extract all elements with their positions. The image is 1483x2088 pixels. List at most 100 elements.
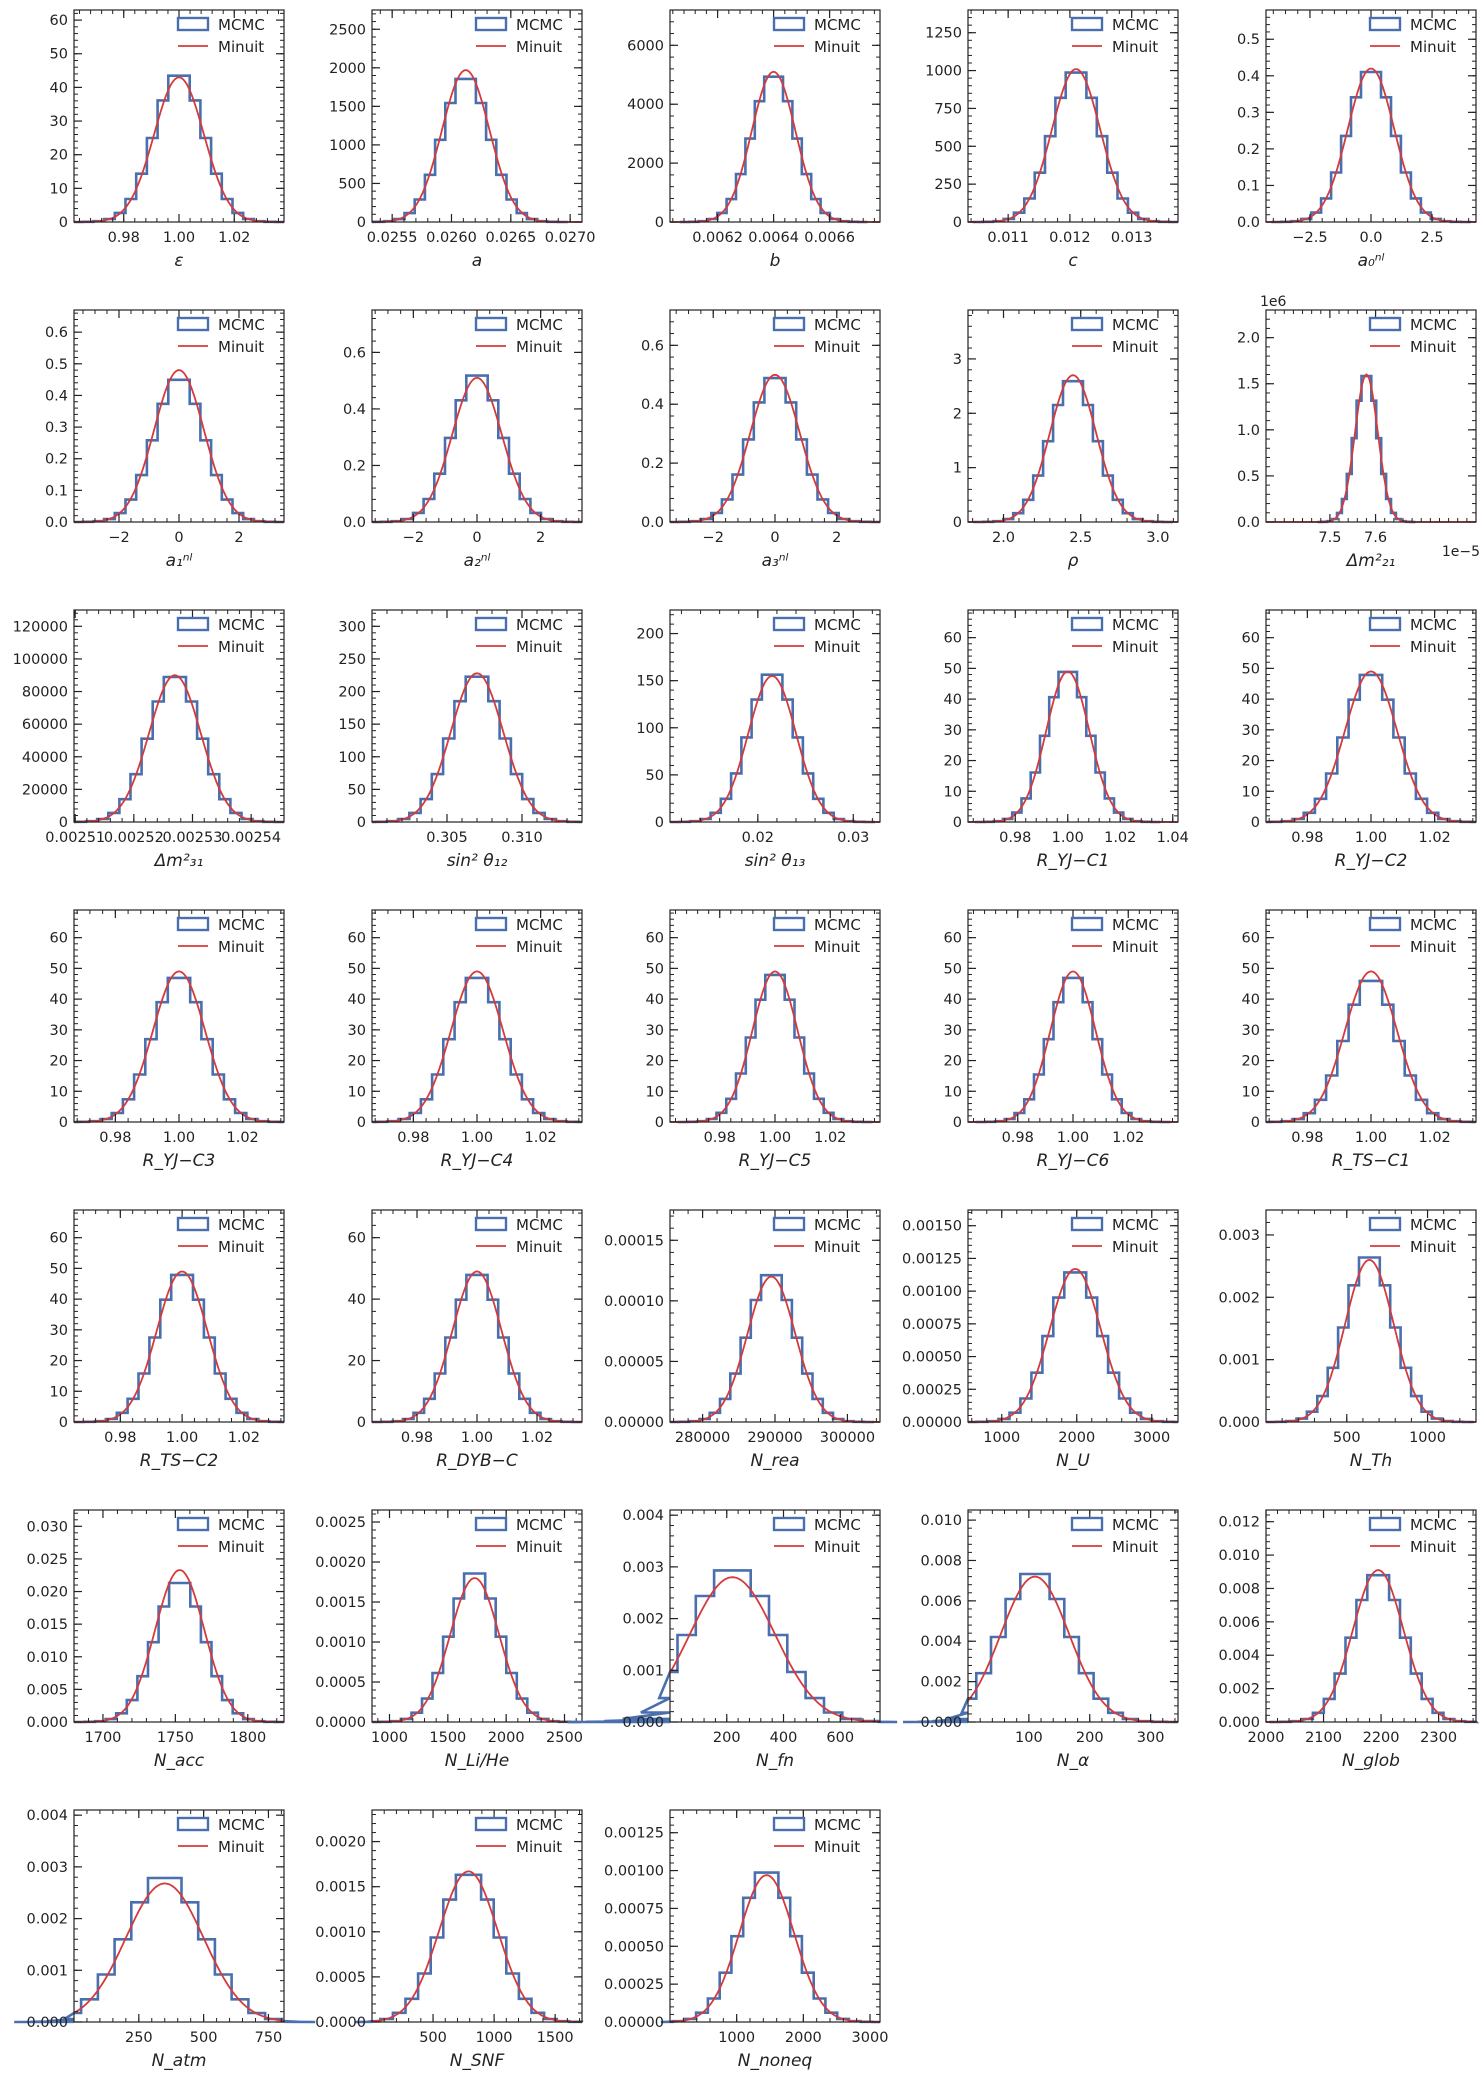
x-tick-label: 1.02 — [228, 1430, 260, 1446]
y-tick-label: 50 — [944, 661, 962, 677]
y-tick-label: 0.0010 — [315, 1925, 366, 1941]
x-tick-label: 0.98 — [704, 1130, 736, 1146]
y-tick-label: 40 — [50, 1292, 68, 1308]
x-axis-label: N_glob — [1342, 1751, 1400, 1771]
y-tick-label: 40 — [50, 80, 68, 96]
legend-mcmc-swatch — [474, 616, 508, 632]
y-tick-label: 750 — [934, 101, 962, 117]
legend-minuit-label: Minuit — [516, 1838, 562, 1856]
y-tick-label: 10 — [944, 1084, 962, 1100]
x-tick-label: 600 — [826, 1730, 854, 1746]
y-tick-label: 0.008 — [920, 1553, 962, 1569]
x-tick-label: 0.98 — [999, 830, 1031, 846]
mcmc-histogram — [975, 670, 1161, 824]
x-tick-label: 7.5 — [1318, 530, 1341, 546]
y-tick-label: 0 — [1251, 815, 1260, 831]
y-tick-label: 0.003 — [1218, 1228, 1260, 1244]
histogram-panel: 0.0255 0.0260 0.0265 0.0270 0 500 1000 1500 2000… — [329, 9, 596, 271]
legend-mcmc-label: MCMC — [516, 1816, 563, 1834]
x-tick-label: 0.98 — [1002, 1130, 1034, 1146]
x-tick-label: 1.02 — [226, 1130, 258, 1146]
x-tick-label: 1.00 — [166, 1430, 198, 1446]
y-tick-label: 50 — [944, 961, 962, 977]
legend-mcmc-swatch — [474, 1216, 508, 1232]
histogram-panel: −2.5 0.0 2.5 0.0 0.1 0.2 0.3 0.4 0.5 a₀ⁿˡ MCMC Minu… — [1237, 9, 1477, 271]
legend-mcmc-swatch — [1368, 16, 1402, 32]
x-tick-label: 0.00251 — [45, 830, 105, 846]
y-tick-label: 0.5 — [45, 357, 68, 373]
y-tick-label: 0.2 — [343, 458, 366, 474]
x-tick-label: 250 — [125, 2030, 153, 2046]
histogram-panel: 0.305 0.310 0 50 100 150 200 250 300 sin² θ₁₂ MCMC… — [338, 609, 583, 871]
y-tick-label: 0.3 — [1237, 105, 1260, 121]
minuit-curve — [968, 1268, 1179, 1423]
x-tick-label: 2 — [536, 530, 545, 546]
axes-frame — [1265, 1509, 1477, 1723]
legend-mcmc-label: MCMC — [814, 316, 861, 334]
minuit-curve — [1265, 670, 1477, 823]
minuit-curve — [967, 1575, 1178, 1723]
axes-frame — [73, 1809, 285, 2023]
y-tick-label: 0.0025 — [315, 1515, 366, 1531]
legend-mcmc-swatch — [1070, 1216, 1104, 1232]
y-tick-label: 0.0 — [1237, 515, 1260, 531]
x-tick-label: 0.012 — [1049, 230, 1091, 246]
y-tick-label: 0.0015 — [315, 1880, 366, 1896]
y-tick-label: 0.008 — [1218, 1581, 1260, 1597]
legend-minuit-label: Minuit — [218, 938, 264, 956]
x-tick-label: 0.0066 — [804, 230, 855, 246]
legend-mcmc-label: MCMC — [814, 1516, 861, 1534]
minuit-curve — [372, 376, 582, 523]
y-tick-label: 0.0 — [641, 515, 664, 531]
histogram-panel: 500 1000 0.000 0.001 0.002 0.003 N_Th MCMC Minui… — [1218, 1209, 1477, 1471]
y-tick-label: 1.0 — [1237, 423, 1260, 439]
y-tick-label: 0.000 — [1218, 1715, 1260, 1731]
y-tick-label: 0 — [953, 215, 962, 231]
y-tick-label: 0.004 — [920, 1634, 962, 1650]
x-tick-label: −2 — [703, 530, 724, 546]
legend-mcmc-label: MCMC — [1112, 316, 1159, 334]
y-tick-label: 0.004 — [1218, 1648, 1260, 1664]
legend-mcmc-label: MCMC — [1112, 1216, 1159, 1234]
mcmc-histogram — [372, 976, 582, 1124]
y-tick-label: 6000 — [627, 38, 664, 54]
x-tick-label: 0.03 — [837, 830, 869, 846]
x-tick-label: 0.0265 — [485, 230, 536, 246]
x-tick-label: 2.0 — [992, 530, 1015, 546]
y-tick-label: 60 — [50, 1231, 68, 1247]
y-tick-label: 0.2 — [641, 456, 664, 472]
y-tick-label: 0.000 — [622, 1715, 664, 1731]
legend-mcmc-label: MCMC — [1410, 1516, 1457, 1534]
legend-mcmc-swatch — [474, 1516, 508, 1532]
mcmc-histogram — [355, 1873, 584, 2024]
x-tick-label: 200 — [1076, 1730, 1104, 1746]
x-axis-label: R_YJ−C3 — [143, 1151, 216, 1171]
minuit-curve — [372, 1577, 582, 1723]
histogram-panel: 280000 290000 300000 0.00000 0.00005 0.00010 0… — [604, 1209, 881, 1471]
legend-mcmc-swatch — [1368, 1516, 1402, 1532]
legend-mcmc-label: MCMC — [516, 1216, 563, 1234]
legend-mcmc-swatch — [772, 616, 806, 632]
y-tick-label: 0.00125 — [902, 1251, 962, 1267]
legend-mcmc-label: MCMC — [218, 316, 265, 334]
axes-frame — [967, 1509, 1179, 1723]
x-tick-label: 3.0 — [1146, 530, 1169, 546]
x-tick-label: 1.00 — [1052, 830, 1084, 846]
y-tick-label: 120000 — [13, 619, 68, 635]
y-tick-label: 0.000 — [26, 1715, 68, 1731]
x-tick-label: 2000 — [488, 1730, 525, 1746]
legend-mcmc-label: MCMC — [814, 16, 861, 34]
x-tick-label: 0.98 — [99, 1130, 131, 1146]
x-axis-label: N_SNF — [450, 2051, 505, 2071]
y-tick-label: 0.00075 — [902, 1317, 962, 1333]
minuit-curve — [670, 70, 880, 223]
axes-frame — [371, 9, 583, 223]
y-tick-label: 60 — [944, 931, 962, 947]
y-tick-label: 0 — [357, 215, 366, 231]
minuit-curve — [74, 674, 284, 823]
legend-mcmc-swatch — [1070, 316, 1104, 332]
y-tick-label: 1500 — [329, 99, 366, 115]
y-tick-label: 0.0000 — [315, 1715, 366, 1731]
x-axis-label: Δm²₂₁ — [1345, 551, 1396, 571]
